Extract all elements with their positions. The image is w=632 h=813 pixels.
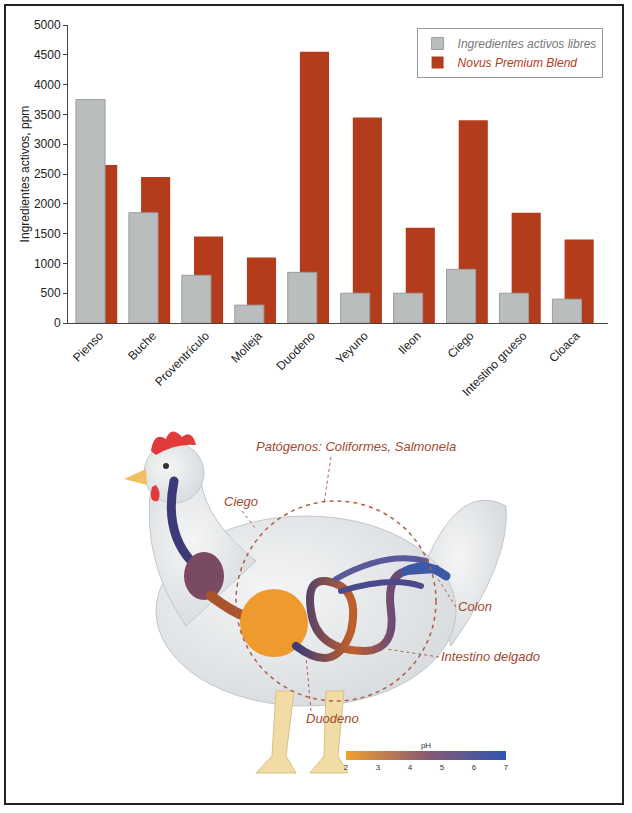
svg-text:Ingredientes activos libres: Ingredientes activos libres <box>458 37 597 51</box>
svg-text:Molleja: Molleja <box>228 329 265 366</box>
svg-text:Patógenos: Coliformes, Salmone: Patógenos: Coliformes, Salmonela <box>256 439 456 454</box>
svg-text:Cloaca: Cloaca <box>546 329 583 366</box>
svg-text:Pienso: Pienso <box>70 329 106 365</box>
svg-text:Ingredientes activos, ppm: Ingredientes activos, ppm <box>18 106 32 243</box>
svg-text:pH: pH <box>421 741 431 750</box>
svg-text:2: 2 <box>344 763 349 772</box>
svg-text:6: 6 <box>472 763 477 772</box>
svg-text:Ciego: Ciego <box>445 329 477 361</box>
svg-text:4000: 4000 <box>34 78 61 92</box>
svg-text:5: 5 <box>440 763 445 772</box>
svg-text:Intestino delgado: Intestino delgado <box>441 649 540 664</box>
svg-text:Ileon: Ileon <box>395 329 423 357</box>
svg-text:Novus Premium Blend: Novus Premium Blend <box>458 56 578 70</box>
svg-text:3: 3 <box>376 763 381 772</box>
svg-text:5000: 5000 <box>34 18 61 32</box>
svg-text:1500: 1500 <box>34 227 61 241</box>
svg-text:Buche: Buche <box>125 329 159 363</box>
svg-text:7: 7 <box>504 763 509 772</box>
svg-text:Yeyuno: Yeyuno <box>333 329 371 367</box>
svg-text:Proventrículo: Proventrículo <box>152 329 212 389</box>
svg-text:500: 500 <box>41 286 61 300</box>
svg-text:4: 4 <box>408 763 413 772</box>
svg-text:Intestino grueso: Intestino grueso <box>459 329 530 400</box>
svg-text:3000: 3000 <box>34 137 61 151</box>
svg-text:3500: 3500 <box>34 108 61 122</box>
svg-text:1000: 1000 <box>34 257 61 271</box>
svg-text:Ciego: Ciego <box>224 494 258 509</box>
svg-text:Duodeno: Duodeno <box>274 329 319 374</box>
svg-text:Colon: Colon <box>458 599 492 614</box>
svg-text:0: 0 <box>54 316 61 330</box>
svg-text:2500: 2500 <box>34 167 61 181</box>
svg-text:2000: 2000 <box>34 197 61 211</box>
svg-text:4500: 4500 <box>34 48 61 62</box>
svg-text:Duodeno: Duodeno <box>306 711 359 726</box>
